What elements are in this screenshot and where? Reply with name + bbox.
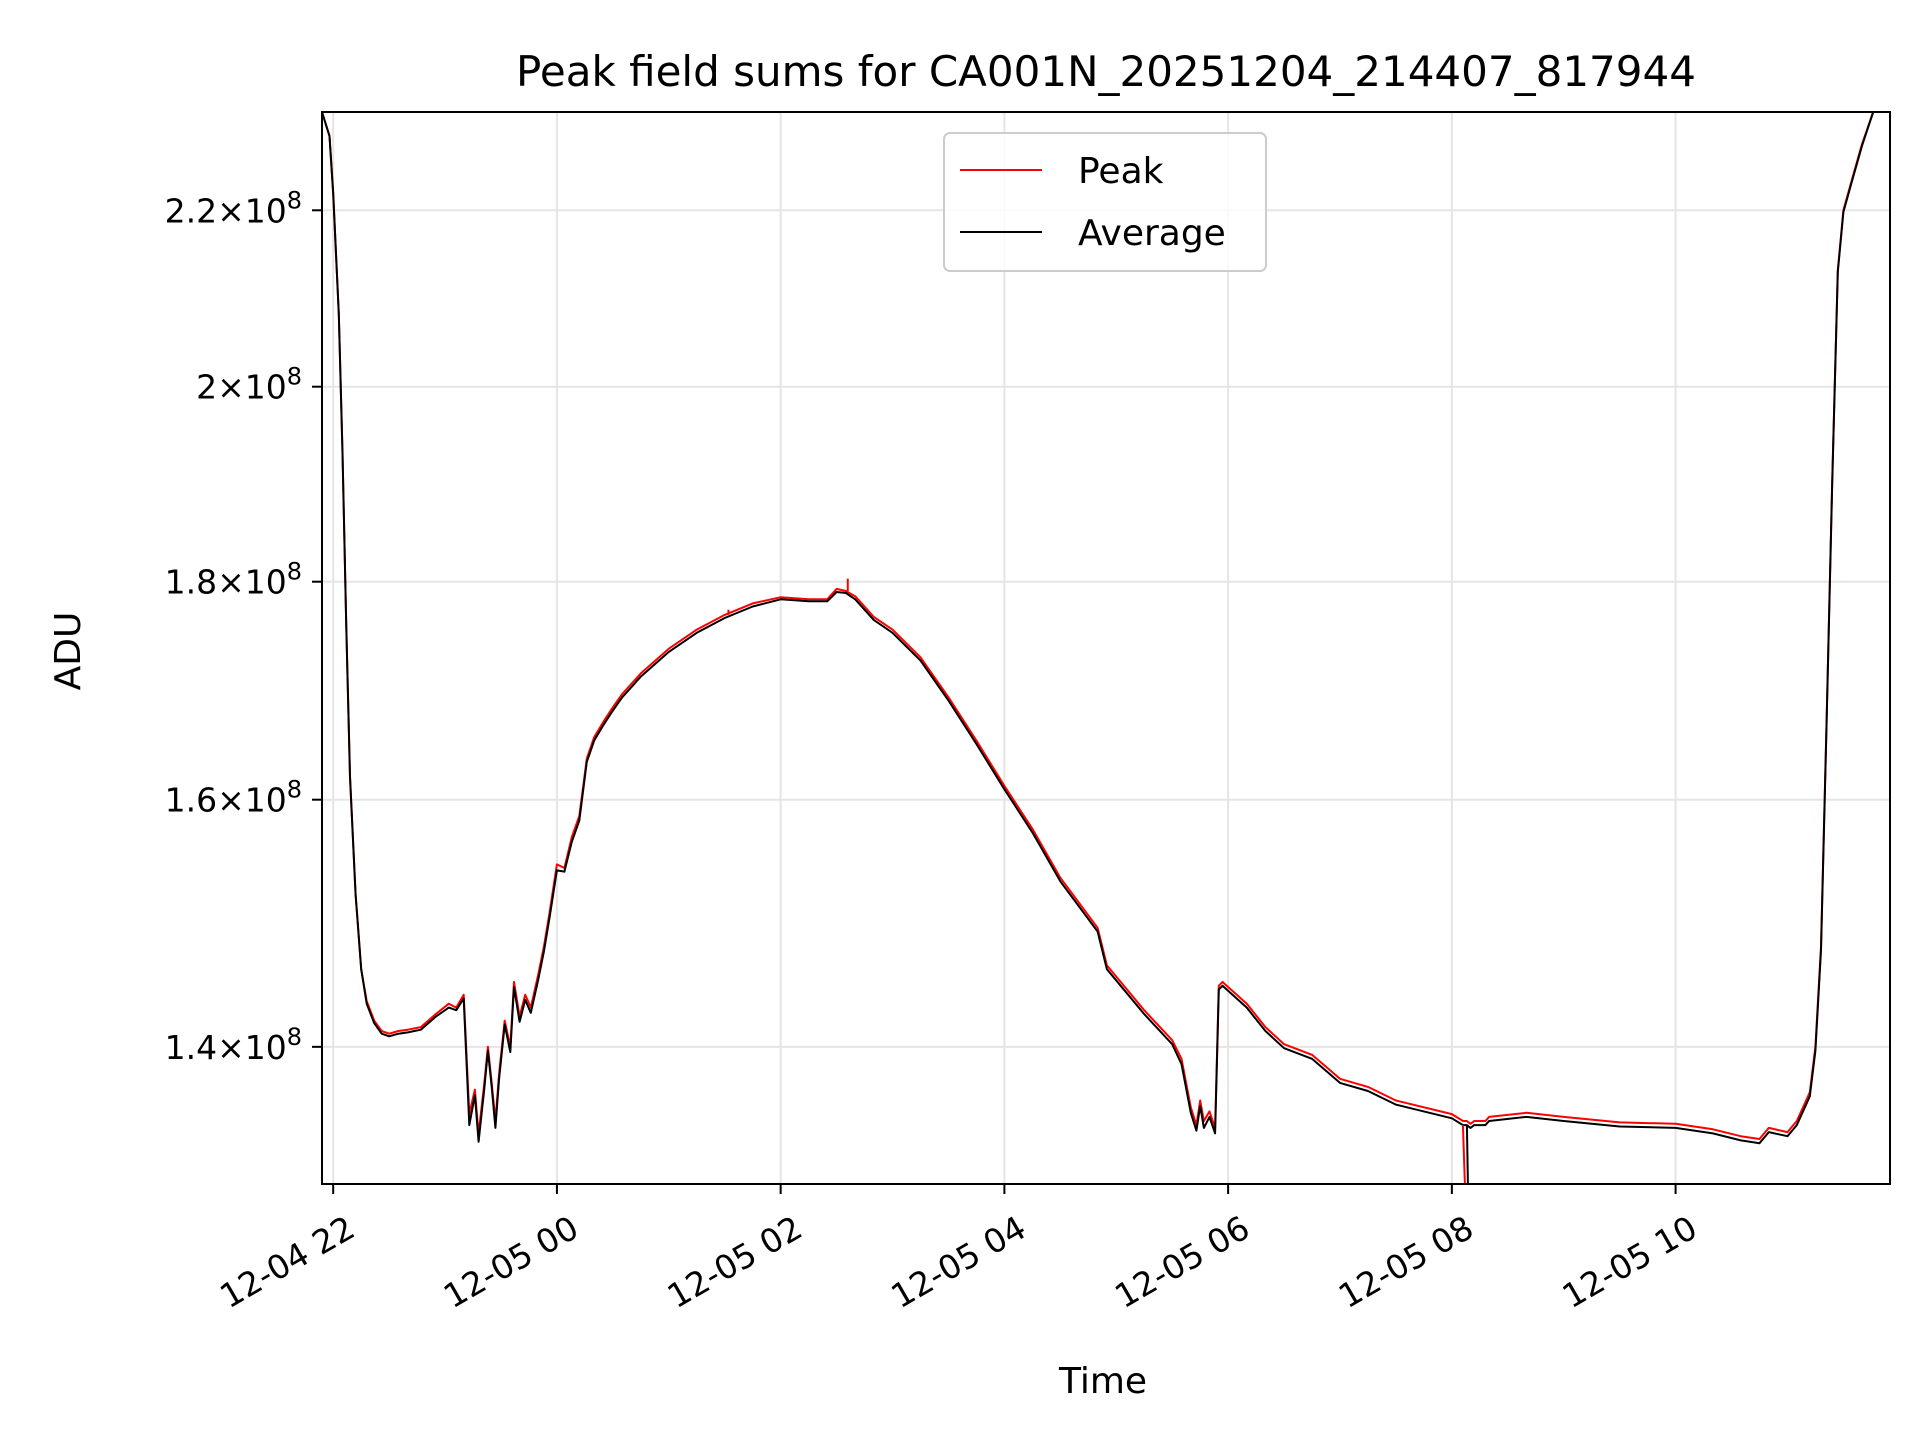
dip-mark-peak bbox=[1461, 1125, 1466, 1185]
y-tick-label: 2×108 bbox=[196, 363, 302, 407]
grid-lines bbox=[322, 112, 1890, 1184]
dip-mark-average bbox=[1465, 1125, 1469, 1185]
legend-label-peak: Peak bbox=[1078, 151, 1164, 192]
y-tick-label: 1.6×108 bbox=[165, 776, 302, 820]
legend-label-average: Average bbox=[1078, 213, 1226, 254]
y-tick-label: 2.2×108 bbox=[165, 186, 302, 230]
series-line-average bbox=[321, 111, 1890, 1145]
y-tick-label: 1.8×108 bbox=[165, 558, 302, 602]
y-axis-label: ADU bbox=[48, 612, 89, 691]
legend-box bbox=[943, 132, 1267, 272]
legend: Peak Average bbox=[943, 132, 1267, 272]
chart-title: Peak field sums for CA001N_20251204_2144… bbox=[516, 47, 1696, 96]
plot-series bbox=[321, 111, 1890, 1185]
y-tick-label: 1.4×108 bbox=[165, 1023, 302, 1067]
x-axis-label: Time bbox=[1058, 1361, 1147, 1402]
plot-frame bbox=[321, 111, 1891, 1185]
y-axis: 1.4×108 1.6×108 1.8×108 2×108 2.2×108 bbox=[165, 186, 322, 1067]
